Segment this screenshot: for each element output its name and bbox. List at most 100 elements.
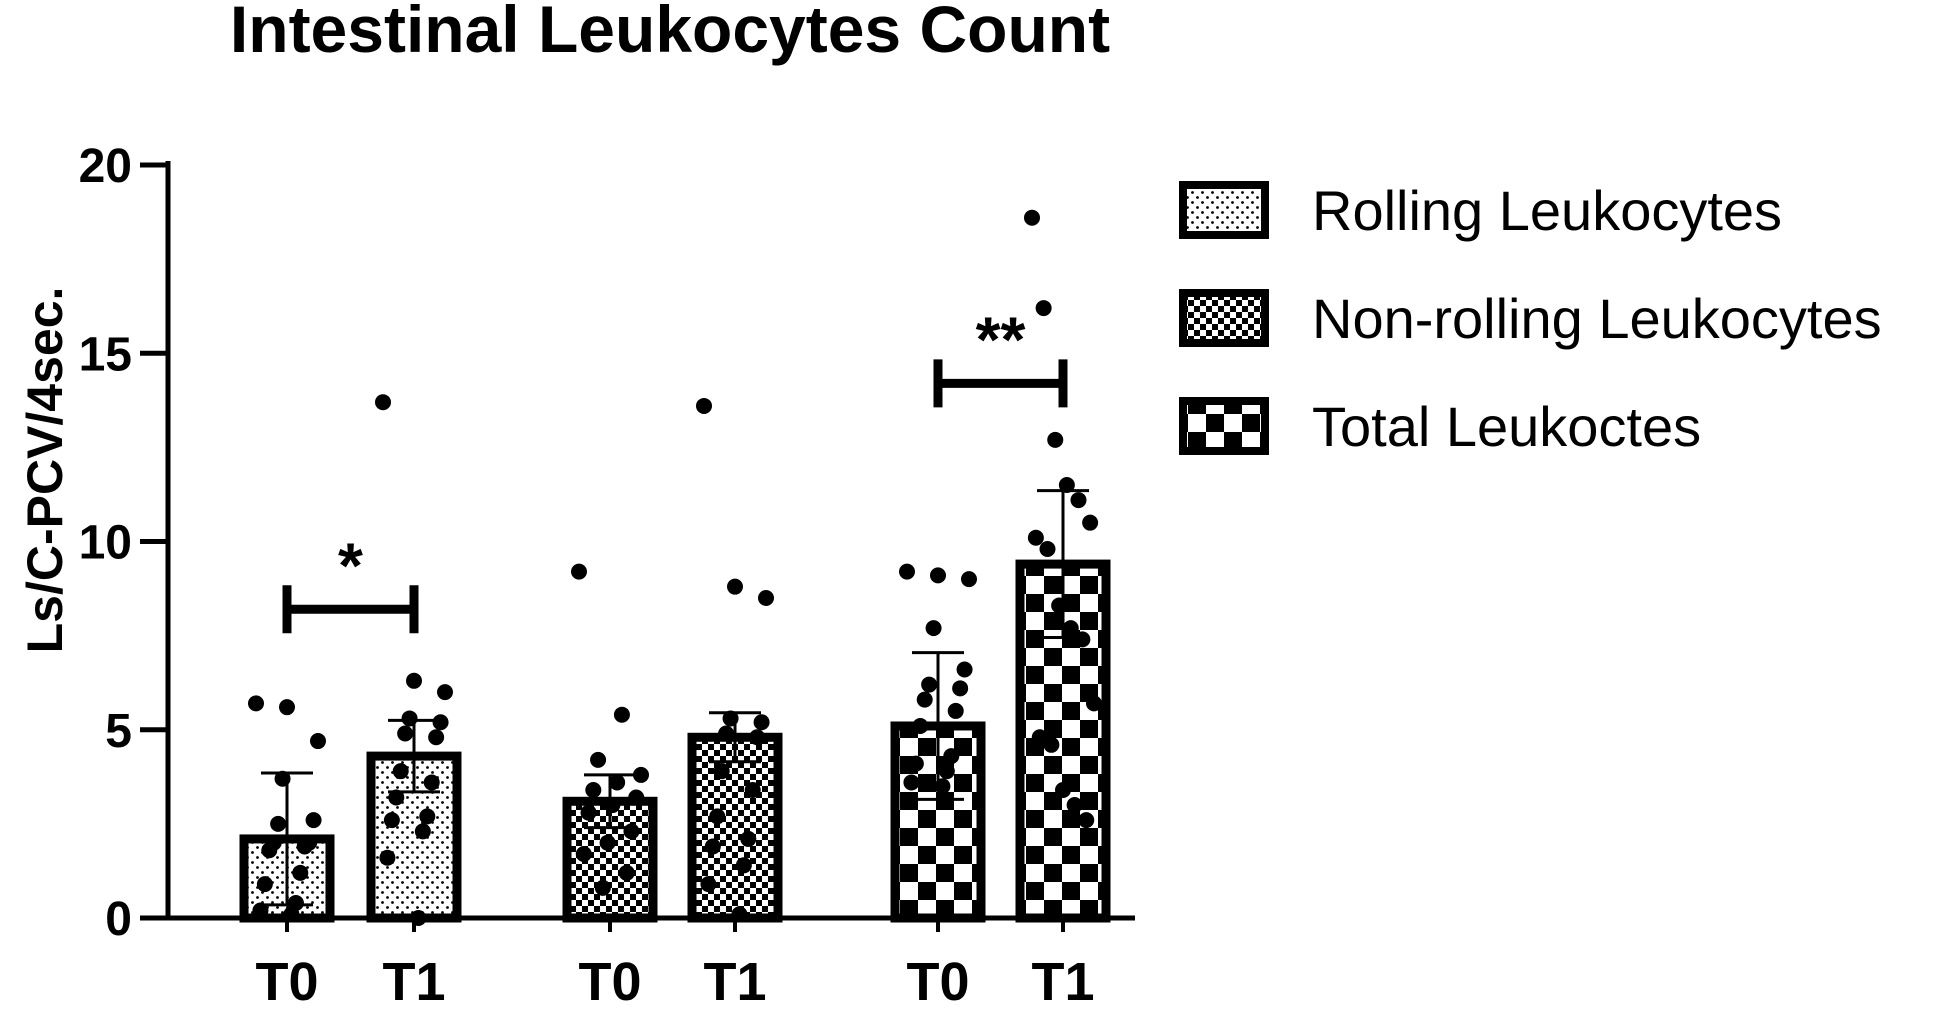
data-point <box>1086 695 1102 712</box>
data-point <box>388 789 405 806</box>
legend-label: Rolling Leukocytes <box>1312 179 1782 242</box>
data-point <box>1058 477 1075 494</box>
data-point <box>1070 492 1087 509</box>
data-point <box>1035 300 1052 317</box>
data-point <box>296 838 313 855</box>
data-point <box>749 729 766 746</box>
data-point <box>252 902 269 919</box>
data-point <box>930 567 946 584</box>
data-point <box>379 849 396 866</box>
data-point <box>1078 812 1095 829</box>
data-point <box>383 812 400 829</box>
x-category-label: T0 <box>255 952 318 1012</box>
data-point <box>414 823 431 840</box>
data-point <box>938 763 955 780</box>
data-point <box>696 397 712 414</box>
data-point <box>925 620 942 637</box>
significance-layer: *** <box>282 303 1068 634</box>
data-point <box>623 823 640 840</box>
data-point <box>921 676 938 693</box>
y-tick-label: 5 <box>105 705 132 758</box>
data-point <box>618 864 635 881</box>
data-point <box>423 774 440 791</box>
x-category-label: T1 <box>1031 952 1094 1012</box>
y-tick-label: 20 <box>79 140 132 193</box>
data-point <box>256 876 273 893</box>
data-point <box>305 812 322 829</box>
x-axis-labels: T0 T1 T0 T1 T0 T1 <box>255 918 1095 1012</box>
data-point <box>1074 631 1091 648</box>
data-point <box>261 842 278 859</box>
data-point <box>735 857 752 874</box>
data-point <box>1082 514 1099 531</box>
data-point <box>1027 529 1044 546</box>
data-point <box>437 684 453 701</box>
x-category-label: T1 <box>703 952 766 1012</box>
data-point <box>1051 597 1068 614</box>
data-point <box>1066 797 1083 814</box>
x-category-label: T1 <box>382 952 445 1012</box>
y-tick-label: 15 <box>79 328 132 381</box>
data-point <box>279 699 295 716</box>
data-point <box>406 672 422 689</box>
data-point <box>432 714 449 731</box>
data-point <box>1047 431 1064 448</box>
bars-layer <box>239 559 1111 923</box>
data-point <box>585 781 602 798</box>
data-point <box>590 751 607 768</box>
data-point <box>594 879 611 896</box>
data-point <box>580 804 597 821</box>
data-point <box>704 838 721 855</box>
y-axis-label: Ls/C-PCV/4sec. <box>17 287 73 654</box>
data-point <box>956 661 973 678</box>
x-category-label: T0 <box>906 952 969 1012</box>
data-point <box>1062 620 1079 637</box>
legend-swatch <box>1179 289 1269 347</box>
legend-swatch <box>1179 181 1269 239</box>
data-point <box>1024 209 1040 226</box>
data-point <box>310 733 326 750</box>
significance-marker: ** <box>976 303 1026 375</box>
chart-title: Intestinal Leukocytes Count <box>230 0 1110 66</box>
data-point <box>961 571 977 588</box>
data-point <box>700 876 717 893</box>
data-point <box>1043 736 1060 753</box>
error-bars-layer <box>261 489 1089 907</box>
data-point <box>1031 729 1048 746</box>
data-point <box>758 589 774 606</box>
data-point <box>613 706 630 723</box>
legend: Rolling Leukocytes Non-rolling Leukocytes… <box>1179 179 1882 458</box>
data-point <box>628 789 645 806</box>
data-point <box>947 702 964 719</box>
data-point <box>753 714 770 731</box>
data-point <box>903 774 920 791</box>
data-point <box>575 845 592 862</box>
data-point <box>248 695 264 712</box>
data-point <box>952 680 969 697</box>
data-point <box>740 830 757 847</box>
data-point <box>899 563 915 580</box>
data-point <box>912 717 929 734</box>
data-point <box>709 808 726 825</box>
data-point <box>270 815 287 832</box>
data-point <box>633 766 649 783</box>
data-point <box>713 763 730 780</box>
data-point <box>907 755 924 772</box>
data-point <box>571 563 587 580</box>
legend-label: Total Leukoctes <box>1312 395 1701 458</box>
data-point <box>599 834 616 851</box>
data-point <box>428 729 445 746</box>
y-tick-label: 0 <box>105 893 132 946</box>
data-point <box>744 781 761 798</box>
x-category-label: T0 <box>578 952 641 1012</box>
data-point <box>397 725 414 742</box>
data-point <box>292 864 309 881</box>
data-point <box>916 691 933 708</box>
data-point <box>419 808 436 825</box>
data-point <box>609 774 626 791</box>
data-point <box>1055 781 1071 798</box>
data-point <box>604 797 621 814</box>
legend-swatch <box>1179 397 1269 455</box>
data-point <box>1039 541 1056 558</box>
